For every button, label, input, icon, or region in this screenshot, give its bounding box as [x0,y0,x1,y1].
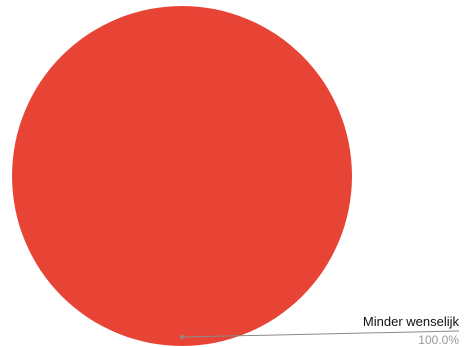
pie-slice-0 [12,6,352,346]
pie-slices [12,6,352,346]
leader-dot [180,335,184,339]
leader-line [181,330,460,338]
slice-percent: 100.0% [418,333,459,347]
slice-label: Minder wenselijk [363,314,460,329]
